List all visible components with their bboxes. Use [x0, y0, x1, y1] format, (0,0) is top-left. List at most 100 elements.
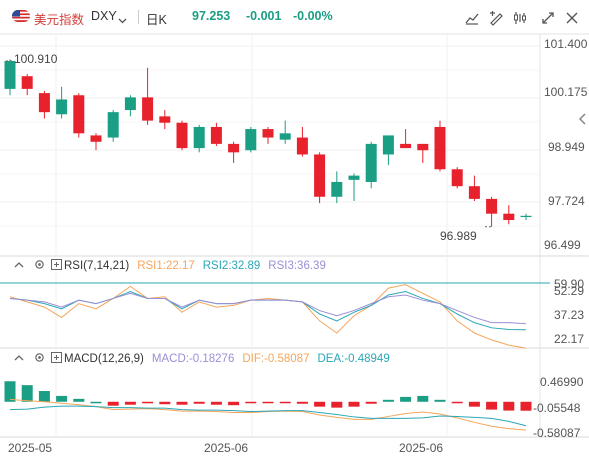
rsi-header: RSI(7,14,21) RSI1:22.17 RSI2:32.89 RSI3:… — [14, 259, 326, 273]
rsi-title: RSI(7,14,21) — [64, 260, 130, 272]
macd-bar — [451, 401, 463, 404]
collapse-chevron-icon[interactable] — [14, 353, 24, 365]
macd-value: MACD:-0.18276 — [151, 353, 235, 365]
macd-bar — [210, 401, 222, 405]
candle-body — [382, 135, 394, 155]
candle-body — [228, 143, 240, 153]
rsi-line-rsi3 — [9, 292, 527, 325]
chart-type-icon[interactable] — [464, 10, 480, 26]
macd-bar — [90, 401, 102, 404]
macd-bar — [400, 396, 412, 402]
instrument-name[interactable]: 美元指数 — [34, 13, 85, 27]
rsi2-value: RSI2:32.89 — [202, 260, 261, 272]
candle-body — [451, 169, 463, 187]
candle-body — [38, 93, 50, 113]
macd-bar — [314, 401, 326, 407]
rsi-axis-label: 22.17 — [554, 332, 585, 346]
price-axis-label: 97.724 — [548, 194, 585, 208]
candle-body — [331, 181, 343, 197]
macd-bar — [348, 401, 360, 407]
candle-body — [296, 137, 308, 155]
rsi1-value: RSI1:22.17 — [137, 260, 195, 272]
rsi-axis-label: 52.29 — [554, 284, 585, 298]
candle-body — [159, 116, 171, 123]
macd-lines — [9, 398, 527, 431]
macd-bar — [107, 401, 119, 406]
price-change-percent: -0.00% — [293, 9, 333, 23]
macd-bar — [159, 401, 171, 405]
macd-bar — [21, 385, 33, 402]
indicator-toggle-icon[interactable] — [51, 352, 62, 366]
price-axis-label: 100.175 — [544, 85, 588, 99]
macd-bar — [503, 401, 515, 411]
candle-body — [56, 99, 68, 115]
macd-bar — [486, 401, 498, 410]
macd-bar — [262, 401, 274, 404]
x-axis-label: 2025-06 — [399, 441, 444, 455]
price-change: -0.001 — [246, 9, 282, 23]
high-marker: 100.910 — [14, 52, 58, 66]
x-axis-label: 2025-05 — [8, 441, 53, 455]
macd-bar — [417, 395, 429, 402]
rsi3-value: RSI3:36.39 — [268, 260, 326, 272]
candle-body — [314, 154, 326, 197]
macd-title: MACD(12,26,9) — [64, 353, 144, 365]
draw-tool-icon[interactable] — [488, 10, 504, 26]
macd-bar — [331, 401, 343, 408]
rsi-line-rsi1 — [9, 284, 527, 349]
macd-bar — [124, 401, 136, 405]
dea-value: DEA:-0.48949 — [317, 353, 390, 365]
macd-line-dif — [9, 398, 527, 431]
macd-bar — [4, 381, 16, 402]
candle-body — [21, 76, 33, 89]
instrument-symbol[interactable]: DXY — [91, 9, 117, 23]
candle-body — [245, 129, 257, 151]
collapse-panel-icon[interactable] — [578, 112, 588, 130]
candle-body — [176, 122, 188, 149]
close-icon[interactable] — [564, 10, 580, 26]
settings-gear-icon[interactable] — [34, 259, 45, 273]
price-axis-label: 101.400 — [544, 37, 588, 51]
last-price: 97.253 — [192, 9, 231, 23]
macd-bar — [73, 398, 85, 402]
rsi-line-rsi2 — [9, 291, 527, 331]
macd-bar — [38, 391, 50, 402]
x-axis-label: 2025-06 — [204, 441, 249, 455]
candle-body — [348, 175, 360, 180]
macd-header: MACD(12,26,9) MACD:-0.18276 DIF:-0.58087… — [14, 352, 390, 366]
candle-body — [417, 143, 429, 151]
candle-body — [262, 129, 274, 138]
candle-body — [4, 60, 16, 89]
macd-bars — [4, 381, 532, 411]
settings-gear-icon[interactable] — [34, 352, 45, 366]
macd-bar — [520, 401, 532, 411]
macd-bar — [434, 399, 446, 402]
expand-icon[interactable] — [540, 10, 556, 26]
chevron-down-icon[interactable] — [118, 13, 127, 27]
period-selector[interactable]: 日K — [146, 13, 167, 27]
dif-value: DIF:-0.58087 — [242, 353, 310, 365]
price-axis-label: 96.499 — [544, 238, 581, 252]
collapse-chevron-icon[interactable] — [14, 260, 24, 272]
macd-bar — [365, 401, 377, 404]
candle-body — [468, 186, 480, 199]
divider — [138, 10, 139, 24]
macd-bar — [176, 401, 188, 405]
indicator-icon[interactable] — [512, 10, 528, 26]
macd-line-dea — [9, 405, 527, 427]
candle-body — [400, 143, 412, 149]
candle-body — [90, 135, 102, 142]
macd-bar — [193, 401, 205, 404]
chart-header: 美元指数 DXY 日K 97.253 -0.001 -0.00% — [0, 0, 589, 34]
grid — [0, 33, 589, 438]
macd-axis-label: 0.46990 — [540, 375, 584, 389]
candle-body — [503, 213, 515, 221]
rsi-lines — [9, 284, 527, 349]
macd-bar — [245, 401, 257, 404]
candle-body — [73, 95, 85, 134]
candle-body — [279, 133, 291, 140]
candles — [4, 59, 532, 228]
indicator-toggle-icon[interactable] — [51, 259, 62, 273]
macd-axis-label: -0.05548 — [533, 401, 581, 415]
